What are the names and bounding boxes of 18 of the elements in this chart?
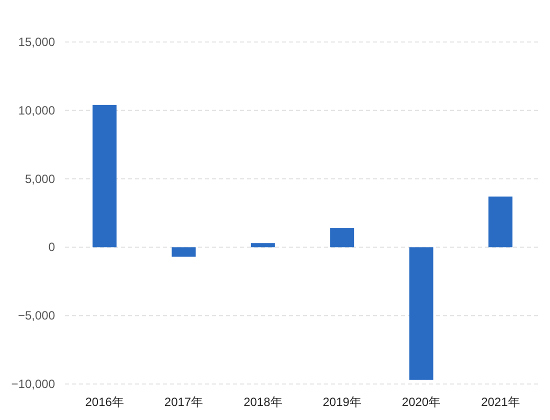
bar	[330, 228, 354, 248]
y-tick-label: −10,000	[11, 377, 56, 391]
x-tick-label: 2020年	[402, 395, 441, 409]
x-tick-label: 2016年	[85, 395, 124, 409]
y-tick-label: 5,000	[24, 172, 56, 186]
x-tick-label: 2017年	[164, 395, 204, 409]
y-tick-label: −5,000	[18, 308, 56, 323]
x-tick-label: 2021年	[481, 395, 520, 409]
x-tick-label: 2019年	[322, 395, 362, 409]
x-tick-label: 2018年	[244, 395, 282, 409]
y-tick-label: 15,000	[18, 35, 56, 49]
bar	[92, 104, 117, 248]
bar	[250, 243, 275, 248]
y-tick-label: 0	[48, 240, 56, 254]
bar	[488, 196, 512, 248]
bar	[409, 247, 434, 380]
bar	[172, 247, 196, 257]
y-tick-label: 10,000	[18, 103, 56, 118]
